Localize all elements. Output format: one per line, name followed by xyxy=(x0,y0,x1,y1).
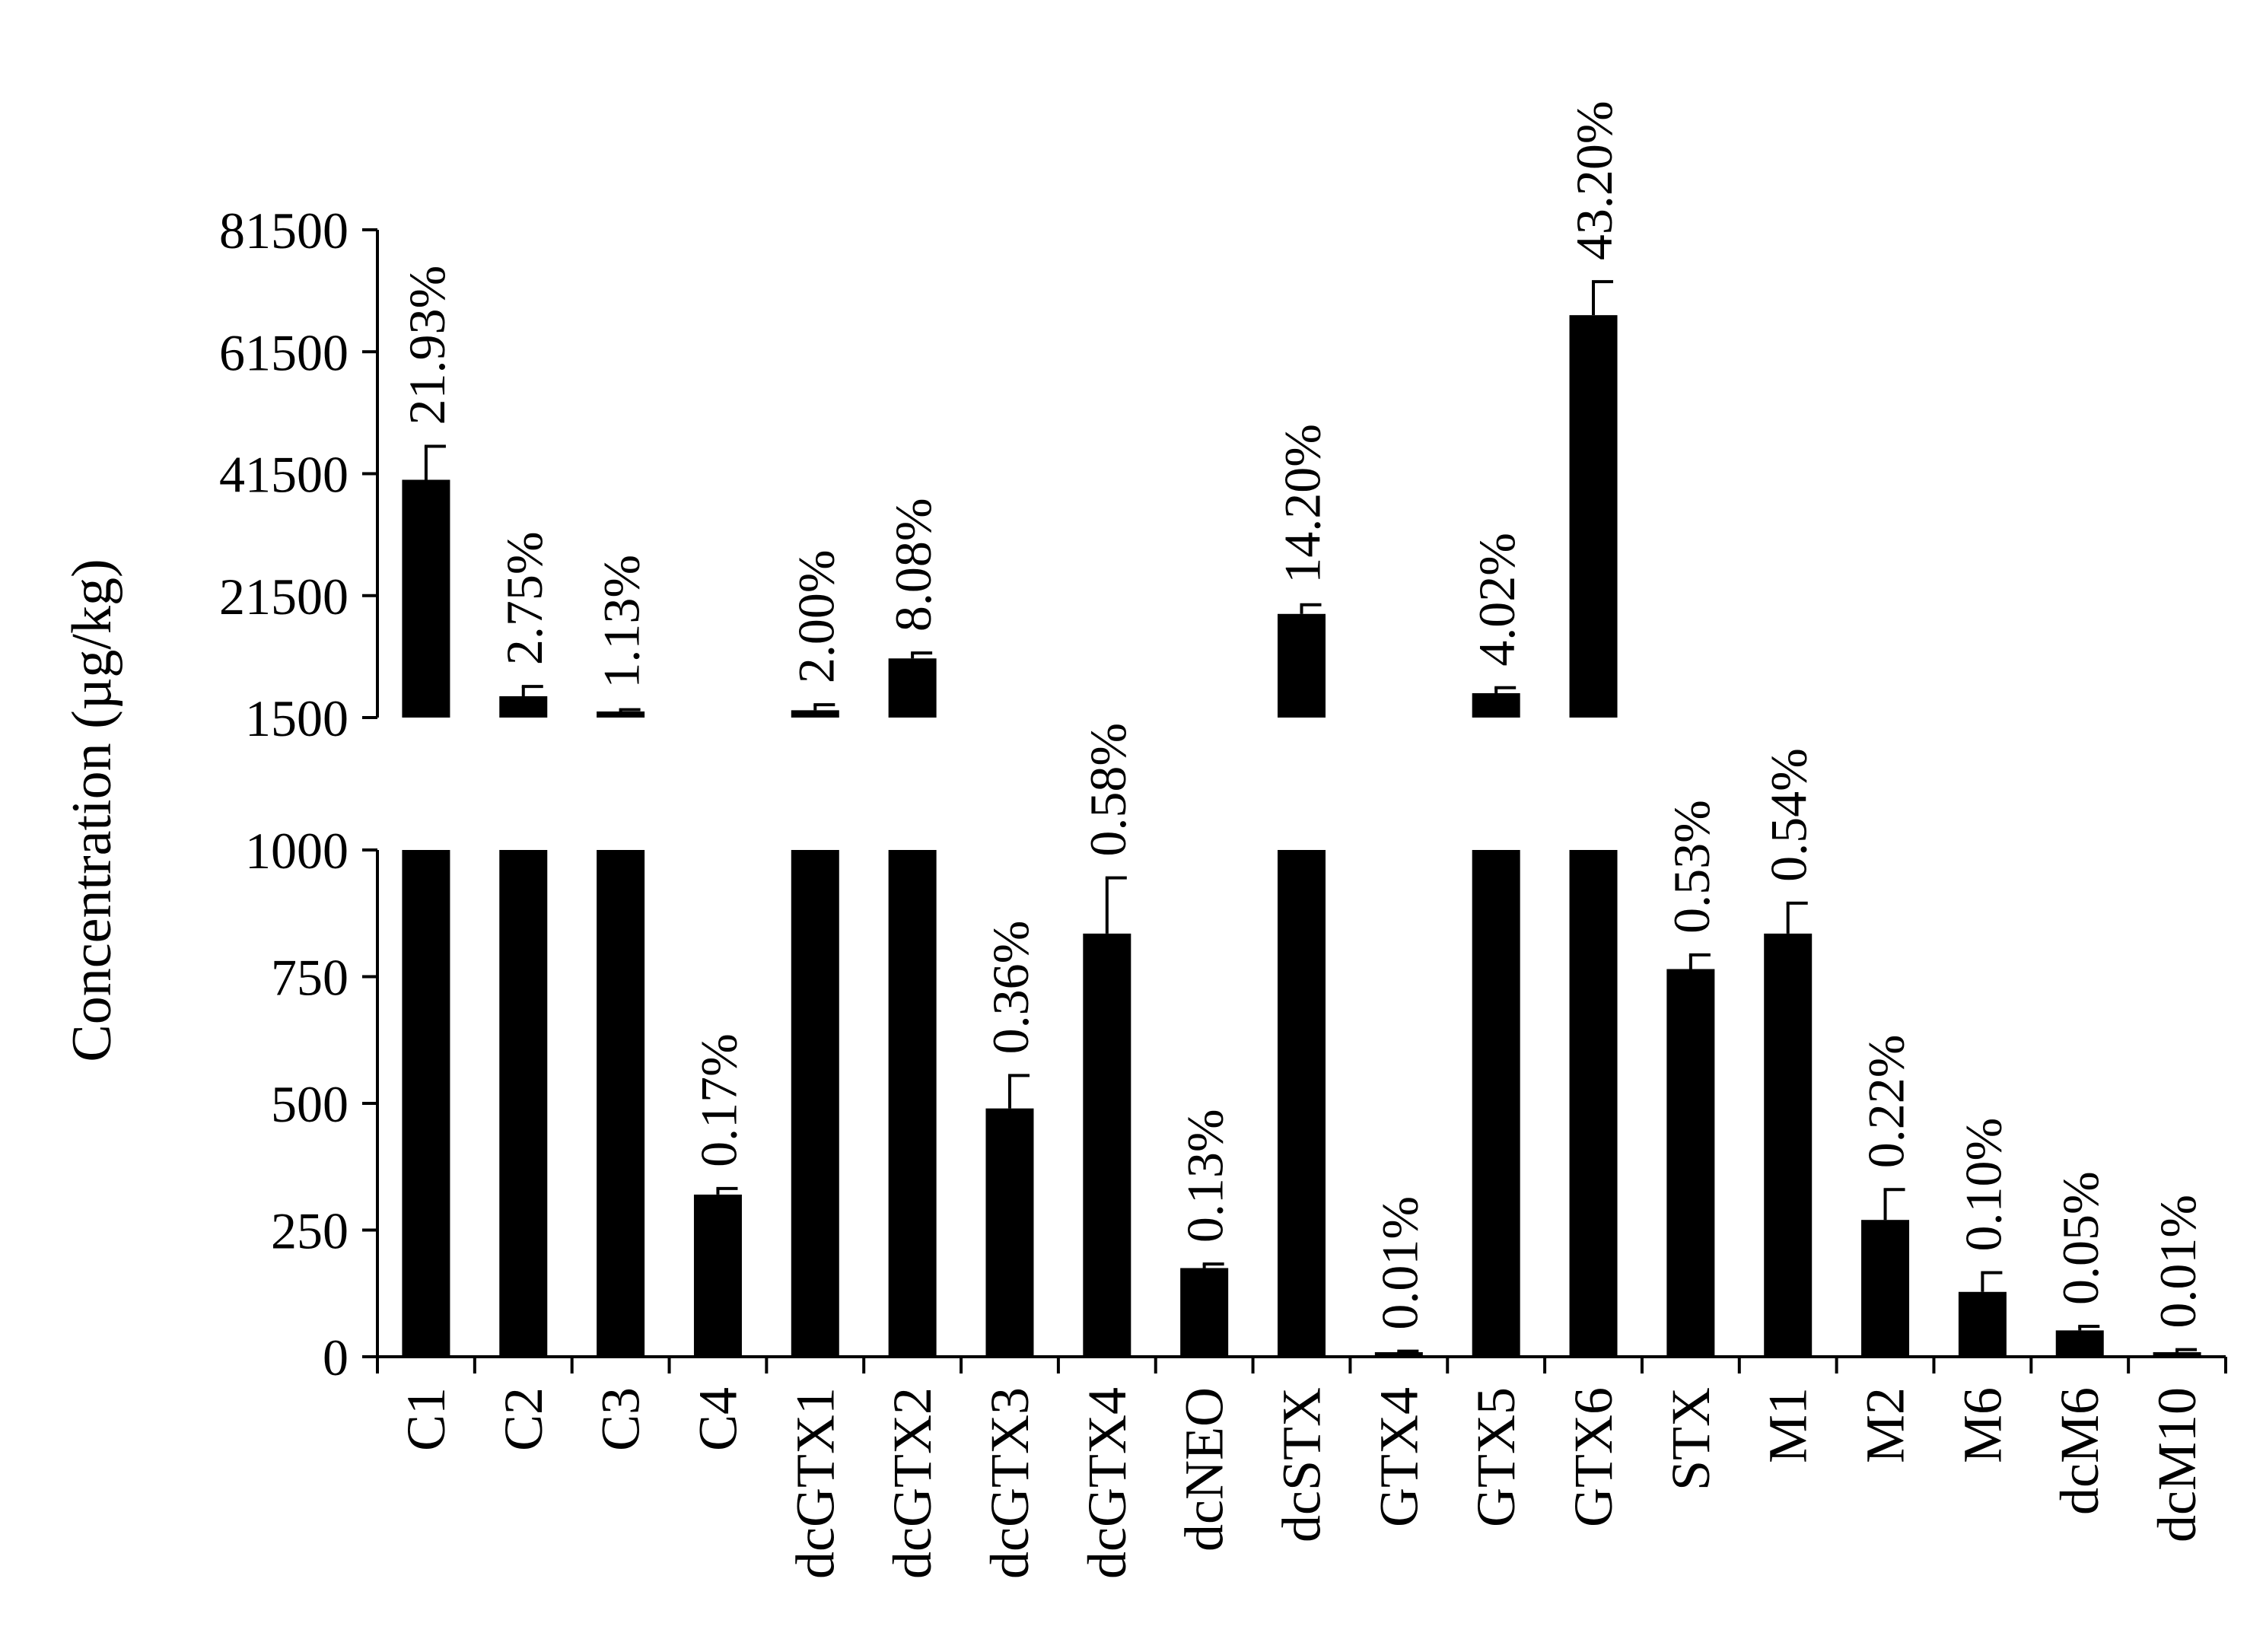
bar xyxy=(1374,1352,1423,1357)
y-tick-label: 1000 xyxy=(245,822,349,880)
y-tick-label: 61500 xyxy=(219,323,349,381)
y-tick-label: 0 xyxy=(323,1329,349,1386)
bar xyxy=(1958,1291,2007,1357)
lower-y-tick-labels: 0 250 500 750 1000 xyxy=(245,822,377,1386)
error-bars xyxy=(424,280,2198,1353)
x-tick-label: STX xyxy=(1660,1387,1721,1491)
percent-label: 0.22% xyxy=(1857,1035,1915,1169)
x-tick-labels: C1 C2 C3 C4 dcGTX1 dcGTX2 dcGTX3 dcGTX4 dcNEO dcS… xyxy=(396,1387,2207,1579)
bar-lower-segment xyxy=(597,850,645,1357)
percent-label: 0.10% xyxy=(1954,1118,2012,1252)
bar-upper-segment xyxy=(888,658,937,718)
bar-lower-segment xyxy=(791,850,839,1357)
x-tick-label: M6 xyxy=(1952,1387,2013,1463)
percent-label: 0.05% xyxy=(2051,1171,2109,1305)
percent-label: 0.13% xyxy=(1176,1109,1234,1243)
bar-upper-segment xyxy=(597,711,645,718)
y-tick-label: 81500 xyxy=(219,202,349,259)
bar-upper-segment xyxy=(1569,315,1618,718)
x-tick-label: dcM6 xyxy=(2049,1387,2110,1515)
upper-y-tick-labels: 1500 21500 41500 61500 81500 xyxy=(219,202,377,747)
x-tick-label: dcM10 xyxy=(2147,1387,2207,1542)
y-axis-label: Concentration (µg/kg) xyxy=(61,559,123,1062)
x-tick-label: M2 xyxy=(1855,1387,1916,1463)
x-tick-label: dcNEO xyxy=(1174,1387,1235,1552)
bar xyxy=(1180,1268,1229,1357)
bar xyxy=(985,1108,1034,1357)
x-tick-label: dcSTX xyxy=(1271,1387,1332,1542)
x-tick-label: C4 xyxy=(687,1387,748,1451)
bar-upper-segment xyxy=(499,695,548,718)
percent-label: 14.20% xyxy=(1274,424,1332,584)
bar xyxy=(2153,1352,2201,1357)
bar-lower-segment xyxy=(888,850,937,1357)
x-tick-label: dcGTX4 xyxy=(1077,1387,1138,1579)
y-tick-label: 21500 xyxy=(219,568,349,625)
bar-upper-segment xyxy=(1278,613,1326,718)
x-tick-label: C1 xyxy=(396,1387,457,1451)
x-tick-label: dcGTX3 xyxy=(979,1387,1040,1579)
x-tick-label: C2 xyxy=(493,1387,554,1451)
bar xyxy=(1764,933,1813,1357)
x-tick-label: dcGTX2 xyxy=(882,1387,943,1579)
percent-label: 0.01% xyxy=(1370,1196,1428,1330)
bar-lower-segment xyxy=(499,850,548,1357)
percent-label: 0.17% xyxy=(689,1033,747,1167)
y-tick-label: 750 xyxy=(271,949,349,1007)
bar xyxy=(2055,1330,2104,1357)
bar-upper-segment xyxy=(1472,692,1520,718)
x-tick-label: dcGTX1 xyxy=(785,1387,845,1579)
percent-label: 0.01% xyxy=(2149,1195,2207,1329)
x-tick-label: GTX6 xyxy=(1563,1387,1624,1527)
percent-label: 0.53% xyxy=(1663,800,1720,934)
bar xyxy=(693,1194,742,1357)
bar-lower-segment xyxy=(1569,850,1618,1357)
percent-label: 8.08% xyxy=(884,498,942,632)
bar xyxy=(1666,969,1715,1357)
percent-label: 4.02% xyxy=(1468,533,1526,667)
percent-labels: 21.93% 2.75% 1.13% 0.17% 2.00% 8.08% 0.36% 0.58… xyxy=(398,100,2207,1329)
bar-lower-segment xyxy=(1472,850,1520,1357)
y-tick-label: 1500 xyxy=(245,689,349,747)
percent-label: 0.54% xyxy=(1760,748,1818,882)
bar-lower-segment xyxy=(402,850,450,1357)
bar-upper-segment xyxy=(791,710,839,718)
percent-label: 2.00% xyxy=(787,550,845,684)
percent-label: 0.36% xyxy=(982,921,1039,1055)
bar-upper-segment xyxy=(402,479,450,718)
percent-label: 21.93% xyxy=(398,266,456,425)
percent-label: 1.13% xyxy=(593,555,651,689)
x-tick-label: GTX5 xyxy=(1466,1387,1526,1527)
y-tick-label: 500 xyxy=(271,1075,349,1133)
percent-label: 0.58% xyxy=(1079,723,1137,857)
percent-label: 2.75% xyxy=(495,531,553,665)
bars xyxy=(402,315,2201,1357)
x-tick-label: M1 xyxy=(1758,1387,1819,1463)
percent-label: 43.20% xyxy=(1565,100,1623,260)
bar xyxy=(1083,933,1131,1357)
y-tick-label: 41500 xyxy=(219,446,349,504)
y-tick-label: 250 xyxy=(271,1202,349,1260)
x-tick-label: C3 xyxy=(590,1387,651,1451)
x-tick-label: GTX4 xyxy=(1368,1387,1429,1527)
bar xyxy=(1861,1220,1910,1357)
bar-lower-segment xyxy=(1278,850,1326,1357)
